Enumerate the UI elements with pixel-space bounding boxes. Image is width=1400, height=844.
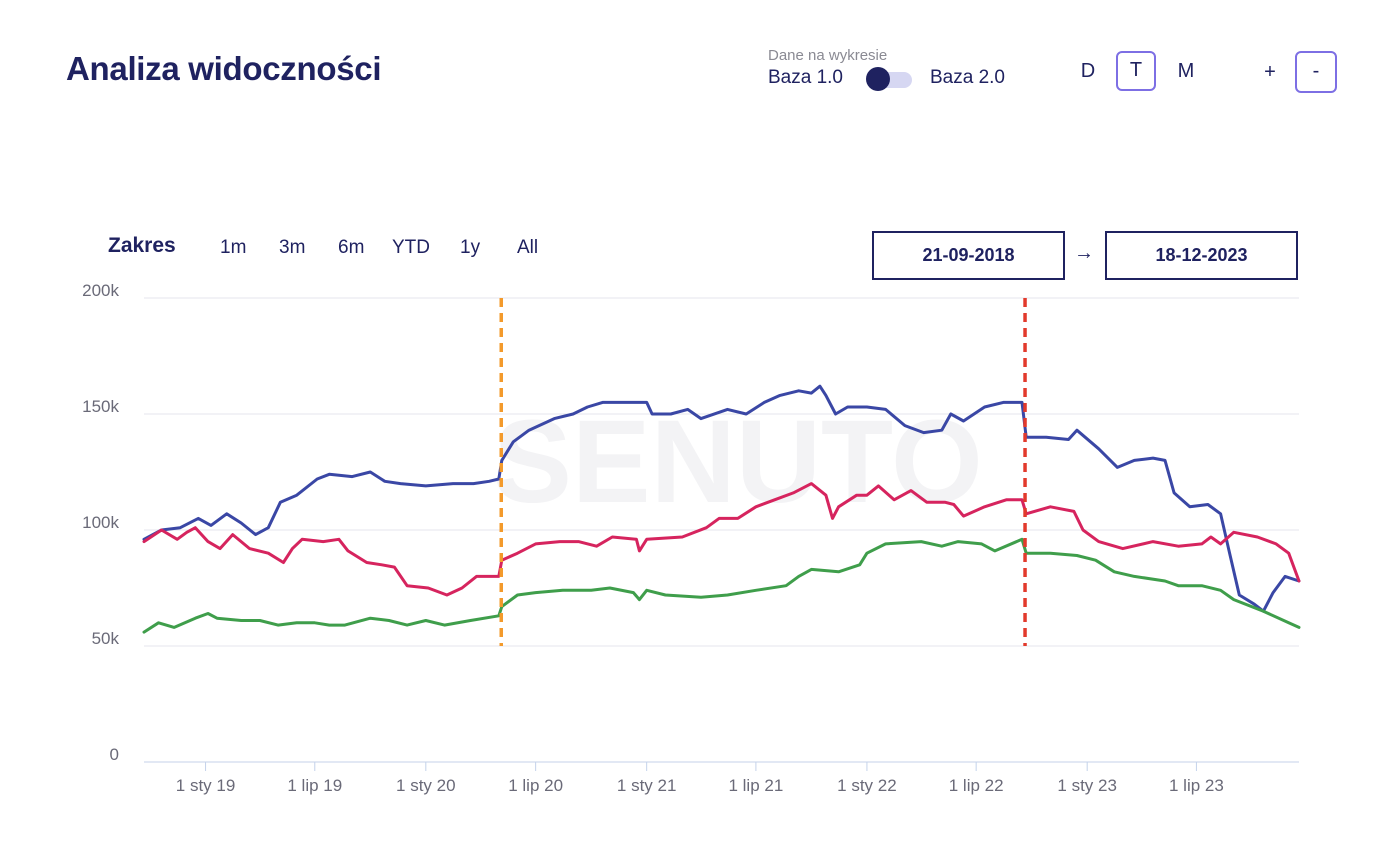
x-tick-label: 1 lip 22 [949,776,1004,795]
data-source-caption: Dane na wykresie [768,47,888,64]
granularity-week-button[interactable]: T [1116,51,1156,91]
range-3m-button[interactable]: 3m [279,237,306,258]
y-axis: 0 50k 100k 150k 200k [82,281,119,764]
data-source-option-left[interactable]: Baza 1.0 [768,67,843,88]
range-6m-button[interactable]: 6m [338,237,365,258]
y-tick-label: 150k [82,397,119,416]
x-tick-label: 1 lip 19 [287,776,342,795]
chart-markers [499,298,1027,646]
x-tick-label: 1 sty 23 [1057,776,1117,795]
y-tick-label: 50k [92,629,120,648]
y-tick-label: 0 [110,745,119,764]
date-from-input[interactable]: 21-09-2018 [872,231,1065,280]
chart-watermark: SENUTO [493,396,983,528]
granularity-month-button[interactable]: M [1177,60,1195,82]
x-axis: 1 sty 19 1 lip 19 1 sty 20 1 lip 20 1 sty 21… [176,762,1224,795]
page-title: Analiza widoczności [66,50,382,87]
series-line-3[interactable] [142,537,1301,634]
x-tick-label: 1 lip 21 [728,776,783,795]
y-tick-label: 100k [82,513,119,532]
series-line-1[interactable] [142,384,1301,613]
chart-series [142,384,1301,634]
granularity-day-button[interactable]: D [1080,60,1096,82]
y-tick-label: 200k [82,281,119,300]
range-all-button[interactable]: All [517,237,539,258]
x-tick-label: 1 sty 20 [396,776,456,795]
toggle-knob [866,67,890,91]
x-tick-label: 1 sty 22 [837,776,897,795]
x-tick-label: 1 lip 20 [508,776,563,795]
range-ytd-button[interactable]: YTD [392,237,430,258]
x-tick-label: 1 sty 21 [617,776,677,795]
zoom-in-button[interactable]: + [1264,61,1276,83]
x-tick-label: 1 lip 23 [1169,776,1224,795]
x-tick-label: 1 sty 19 [176,776,236,795]
series-line-2[interactable] [142,482,1301,597]
range-1y-button[interactable]: 1y [460,237,481,258]
data-source-toggle[interactable] [866,67,912,91]
date-range-arrow-icon: → [1074,242,1094,264]
chart-grid [144,297,1299,763]
range-label: Zakres [108,234,176,257]
range-1m-button[interactable]: 1m [220,237,247,258]
zoom-out-button[interactable]: - [1295,51,1337,93]
data-source-option-right[interactable]: Baza 2.0 [930,67,1005,88]
date-to-input[interactable]: 18-12-2023 [1105,231,1298,280]
